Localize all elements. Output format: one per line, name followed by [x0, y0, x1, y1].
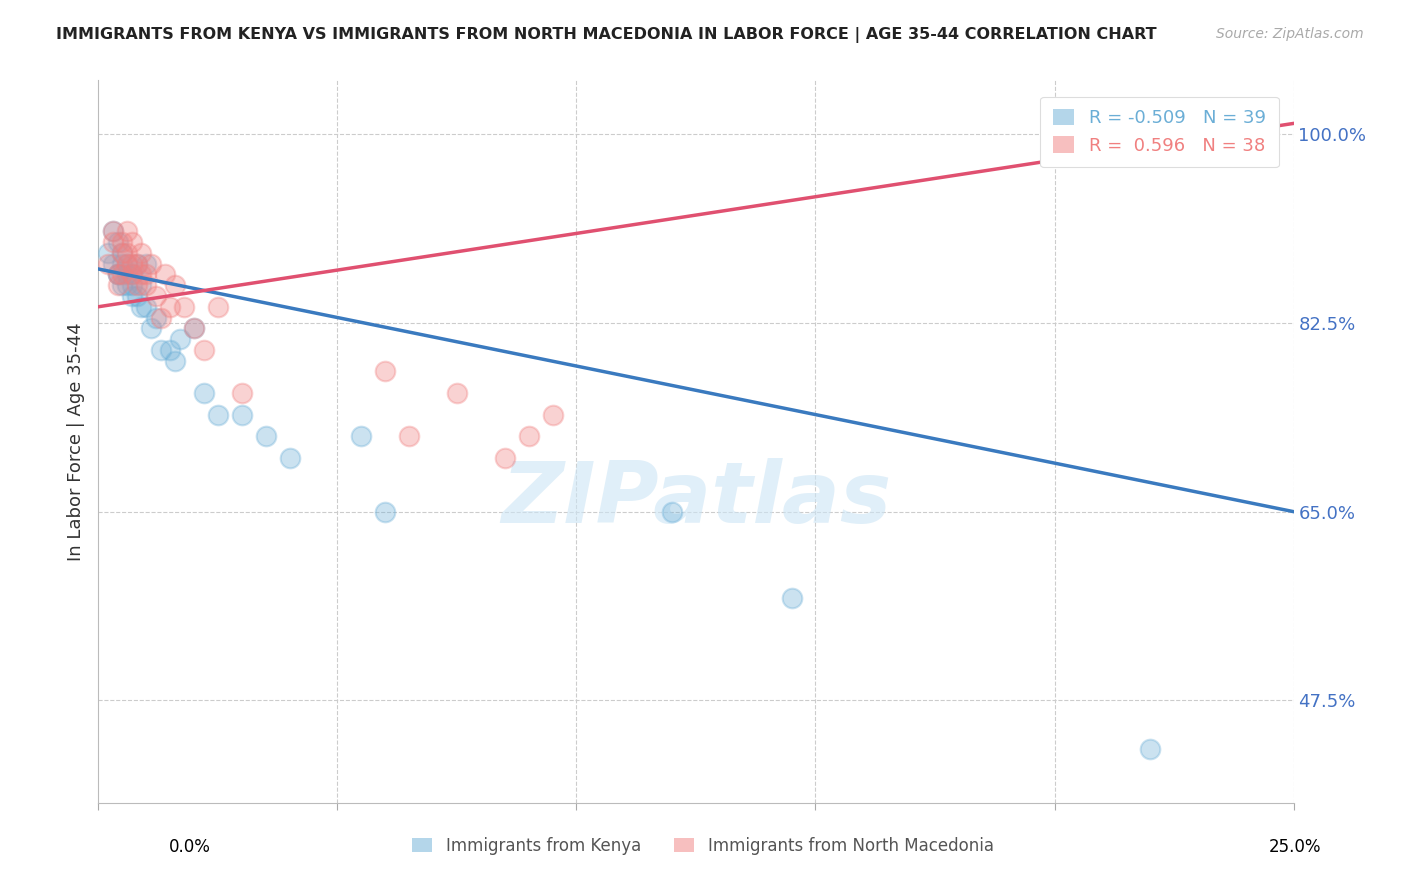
- Point: [145, 289, 167, 303]
- Point: [111, 257, 134, 271]
- Y-axis label: In Labor Force | Age 35-44: In Labor Force | Age 35-44: [66, 322, 84, 561]
- Point: [1091, 127, 1114, 141]
- Point: [125, 257, 148, 271]
- Legend: R = -0.509   N = 39, R =  0.596   N = 38: R = -0.509 N = 39, R = 0.596 N = 38: [1040, 96, 1278, 168]
- Point: [121, 289, 143, 303]
- Point: [169, 332, 191, 346]
- Point: [231, 386, 253, 401]
- Point: [131, 278, 153, 293]
- Point: [121, 268, 143, 282]
- Point: [207, 300, 229, 314]
- Point: [155, 268, 177, 282]
- Point: [111, 245, 134, 260]
- Point: [231, 408, 253, 422]
- Point: [149, 310, 172, 325]
- Point: [107, 268, 129, 282]
- Point: [125, 257, 148, 271]
- Point: [121, 278, 143, 293]
- Text: 25.0%: 25.0%: [1270, 838, 1322, 856]
- Text: IMMIGRANTS FROM KENYA VS IMMIGRANTS FROM NORTH MACEDONIA IN LABOR FORCE | AGE 35: IMMIGRANTS FROM KENYA VS IMMIGRANTS FROM…: [56, 27, 1157, 43]
- Point: [1139, 742, 1161, 756]
- Point: [517, 429, 540, 443]
- Point: [135, 268, 157, 282]
- Point: [398, 429, 420, 443]
- Text: Source: ZipAtlas.com: Source: ZipAtlas.com: [1216, 27, 1364, 41]
- Legend: Immigrants from Kenya, Immigrants from North Macedonia: Immigrants from Kenya, Immigrants from N…: [406, 830, 1000, 862]
- Point: [131, 245, 153, 260]
- Point: [207, 408, 229, 422]
- Point: [115, 268, 138, 282]
- Point: [111, 278, 134, 293]
- Point: [135, 300, 157, 314]
- Point: [446, 386, 468, 401]
- Point: [254, 429, 277, 443]
- Point: [101, 224, 124, 238]
- Point: [107, 268, 129, 282]
- Point: [163, 278, 186, 293]
- Point: [101, 235, 124, 249]
- Point: [111, 268, 134, 282]
- Point: [115, 278, 138, 293]
- Point: [121, 257, 143, 271]
- Point: [374, 505, 396, 519]
- Point: [135, 257, 157, 271]
- Point: [115, 257, 138, 271]
- Point: [111, 245, 134, 260]
- Point: [131, 300, 153, 314]
- Point: [183, 321, 205, 335]
- Point: [97, 257, 120, 271]
- Point: [101, 257, 124, 271]
- Point: [139, 257, 162, 271]
- Point: [121, 235, 143, 249]
- Point: [115, 245, 138, 260]
- Point: [139, 321, 162, 335]
- Point: [374, 364, 396, 378]
- Point: [97, 245, 120, 260]
- Point: [107, 278, 129, 293]
- Point: [193, 343, 215, 357]
- Point: [278, 450, 301, 465]
- Point: [780, 591, 803, 605]
- Point: [107, 235, 129, 249]
- Point: [159, 300, 181, 314]
- Point: [115, 224, 138, 238]
- Point: [145, 310, 167, 325]
- Point: [125, 278, 148, 293]
- Point: [121, 268, 143, 282]
- Point: [163, 353, 186, 368]
- Point: [183, 321, 205, 335]
- Point: [135, 278, 157, 293]
- Point: [494, 450, 516, 465]
- Point: [107, 268, 129, 282]
- Point: [111, 235, 134, 249]
- Point: [101, 224, 124, 238]
- Point: [193, 386, 215, 401]
- Point: [115, 257, 138, 271]
- Text: ZIPatlas: ZIPatlas: [501, 458, 891, 541]
- Point: [173, 300, 195, 314]
- Point: [159, 343, 181, 357]
- Point: [149, 343, 172, 357]
- Point: [661, 505, 683, 519]
- Point: [350, 429, 373, 443]
- Point: [131, 268, 153, 282]
- Point: [125, 289, 148, 303]
- Point: [541, 408, 564, 422]
- Text: 0.0%: 0.0%: [169, 838, 211, 856]
